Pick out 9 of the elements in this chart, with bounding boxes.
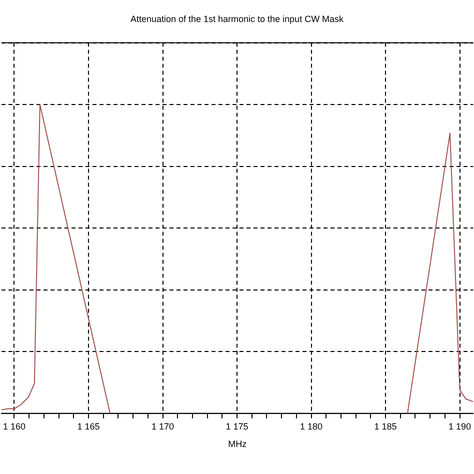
x-tick-label: 1 170 xyxy=(151,421,174,432)
x-tick-label: 1 180 xyxy=(300,421,323,432)
x-tick-label: 1 160 xyxy=(2,421,26,432)
x-tick-label: 1 165 xyxy=(77,421,100,432)
chart-title: Attenuation of the 1st harmonic to the input CW Mask xyxy=(130,14,344,24)
x-axis-title: MHz xyxy=(228,439,248,450)
x-tick-label: 1 175 xyxy=(226,421,248,432)
x-tick-label: 1 190 xyxy=(448,421,472,432)
x-tick-label: 1 185 xyxy=(374,421,397,432)
